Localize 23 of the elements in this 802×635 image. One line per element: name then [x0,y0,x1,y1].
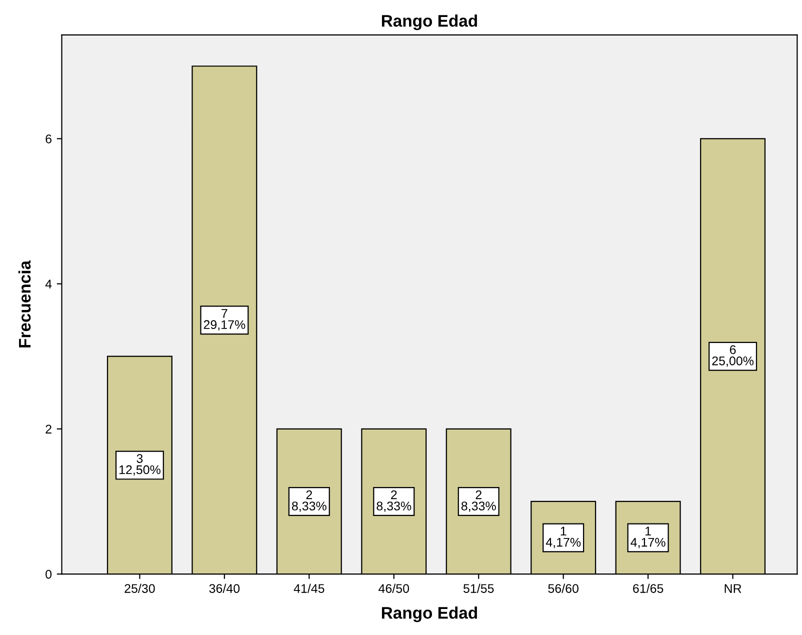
y-tick-label: 6 [46,134,52,144]
x-tick-label: 25/30 [124,584,155,593]
data-label: 7 29,17% [204,309,246,331]
x-tick-label: 41/45 [294,584,324,593]
x-tick-label: 36/40 [209,584,240,593]
data-label: 2 8,33% [461,490,496,512]
data-label: 1 4,17% [630,526,666,548]
data-label: 3 12,50% [119,454,160,476]
data-label: 2 8,33% [376,490,412,512]
chart-title: Rango Edad [382,14,477,30]
x-tick-label: 61/65 [633,584,664,593]
x-axis-title: Rango Edad [382,606,477,622]
y-tick-label: 0 [46,570,52,579]
x-tick-label: 51/55 [463,584,494,593]
y-tick-label: 4 [45,280,52,288]
y-tick-label: 2 [46,424,52,434]
x-tick-label: 56/60 [548,584,578,593]
x-tick-label: 46/50 [378,584,410,593]
data-label: 1 4,17% [546,526,581,548]
data-label: 2 8,33% [292,490,326,512]
data-label: 6 25,00% [712,345,754,367]
x-tick-label: NR [724,584,742,593]
y-axis-title: Frecuencia [18,260,31,348]
